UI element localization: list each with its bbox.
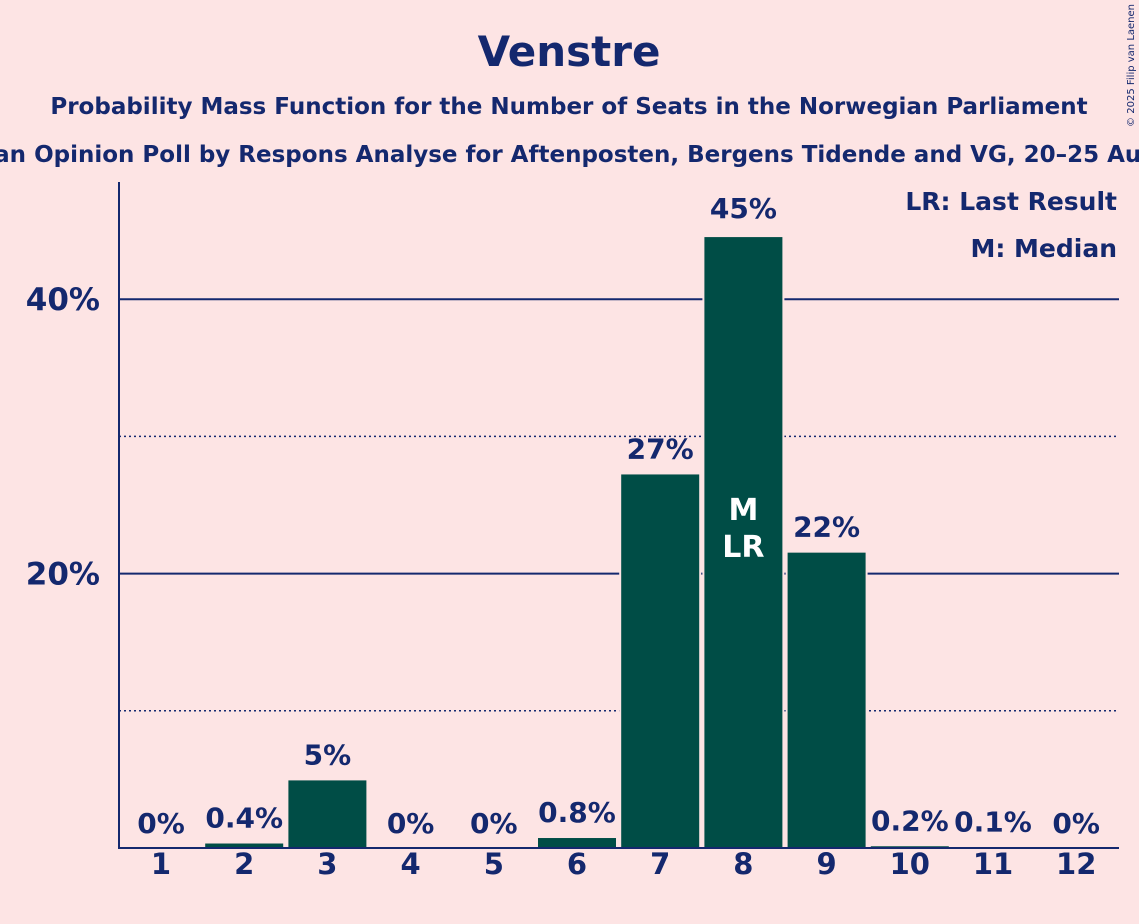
bar-seats-8 <box>702 235 785 849</box>
data-label-seats-8: 45% <box>710 192 777 225</box>
x-tick-6: 6 <box>567 847 587 881</box>
data-label-seats-9: 22% <box>793 511 860 544</box>
bars <box>203 235 1034 850</box>
axes <box>118 182 1119 849</box>
median-marker: M <box>728 493 758 528</box>
legend-last-result: LR: Last Result <box>905 187 1117 216</box>
x-tick-3: 3 <box>317 847 337 881</box>
y-tick-labels: 20% 40% <box>26 282 100 592</box>
x-tick-11: 11 <box>973 847 1013 881</box>
gridlines <box>119 298 1119 712</box>
data-label-seats-6: 0.8% <box>538 796 616 829</box>
x-tick-10: 10 <box>890 847 930 881</box>
data-label-seats-2: 0.4% <box>205 802 283 835</box>
y-tick-40: 40% <box>26 282 100 318</box>
copyright-text: © 2025 Filip van Laenen <box>1126 4 1137 127</box>
x-tick-8: 8 <box>733 847 753 881</box>
y-tick-20: 20% <box>26 557 100 593</box>
x-tick-labels: 1 2 3 4 5 6 7 8 9 10 11 12 <box>151 847 1096 881</box>
data-label-seats-3: 5% <box>304 738 352 771</box>
data-label-seats-12: 0% <box>1052 807 1100 840</box>
bar-seats-3 <box>286 778 369 850</box>
chart-subtitle: Probability Mass Function for the Number… <box>50 94 1087 120</box>
data-label-seats-10: 0.2% <box>871 804 949 837</box>
x-tick-7: 7 <box>650 847 670 881</box>
legend-median: M: Median <box>970 234 1117 263</box>
bar-seats-9 <box>785 550 868 849</box>
data-label-seats-7: 27% <box>627 432 694 465</box>
chart-title: Venstre <box>478 27 661 76</box>
data-label-seats-5: 0% <box>470 807 518 840</box>
chart-subtitle-poll: Based on an Opinion Poll by Respons Anal… <box>0 142 1139 168</box>
data-label-seats-11: 0.1% <box>954 806 1032 839</box>
last-result-marker: LR <box>722 530 764 565</box>
data-labels: 0% 0.4% 5% 0% 0% 0.8% 27% 45% MLR 22% 0.2% 0.1% 0% <box>137 192 1100 840</box>
bar-seats-7 <box>619 472 702 849</box>
x-tick-2: 2 <box>234 847 254 881</box>
x-tick-9: 9 <box>817 847 837 881</box>
data-label-seats-4: 0% <box>387 807 435 840</box>
x-tick-12: 12 <box>1056 847 1096 881</box>
data-label-seats-1: 0% <box>137 807 185 840</box>
x-tick-1: 1 <box>151 847 171 881</box>
x-tick-5: 5 <box>484 847 504 881</box>
x-tick-4: 4 <box>401 847 421 881</box>
